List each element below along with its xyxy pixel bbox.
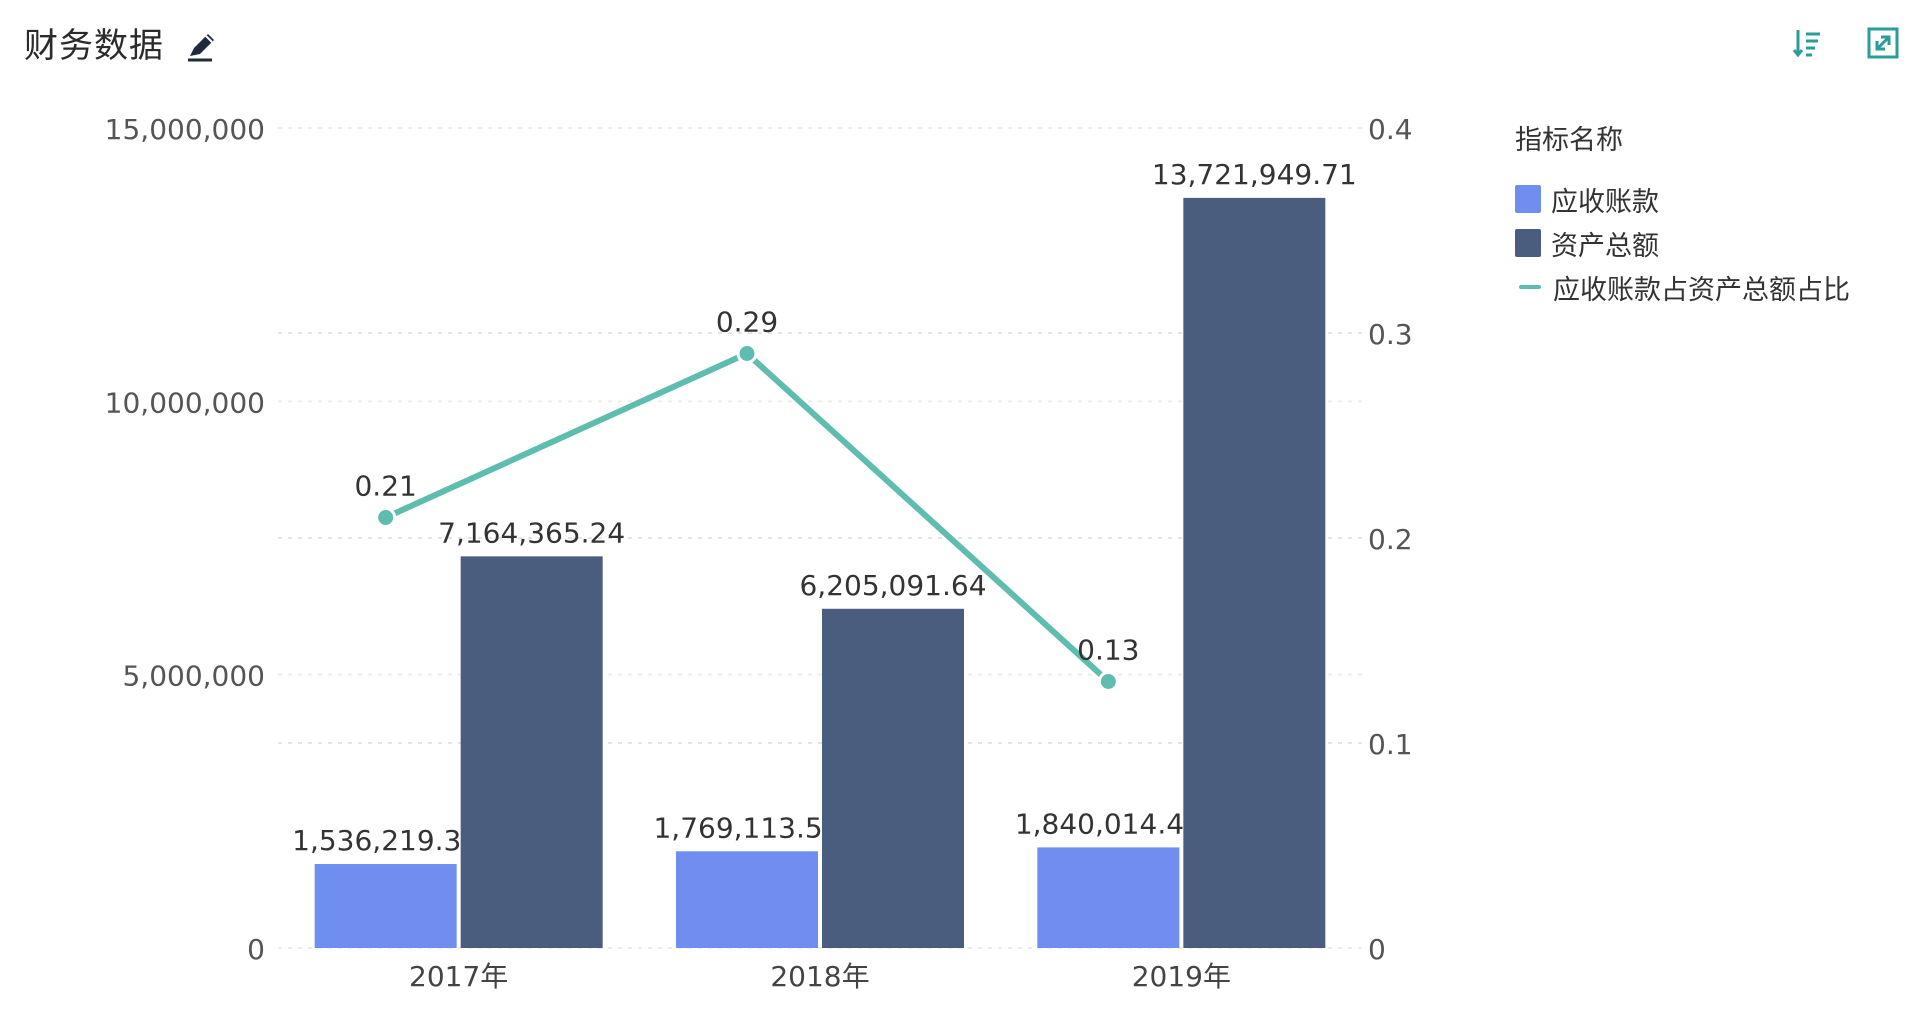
right-axis-tick-label: 0	[1368, 933, 1386, 966]
ratio-data-label: 0.13	[1077, 634, 1139, 667]
ratio-point	[736, 343, 758, 364]
legend-line	[1519, 285, 1541, 289]
right-axis-tick-label: 0.3	[1368, 318, 1413, 351]
right-axis-tick-label: 0.2	[1368, 523, 1413, 556]
bar-data-label: 7,164,365.24	[438, 516, 625, 549]
left-axis-tick-label: 5,000,000	[122, 660, 265, 693]
left-axis-tick-label: 0	[247, 933, 265, 966]
right-axis-tick-label: 0.4	[1368, 113, 1413, 146]
ratio-point	[1097, 671, 1119, 692]
chart-legend: 指标名称 应收账款 资产总额 应收账款占资产总额占比	[1515, 118, 1925, 309]
ratio-data-label: 0.21	[354, 470, 416, 503]
legend-swatch	[1515, 229, 1541, 257]
bar	[676, 851, 818, 948]
bar	[1183, 197, 1326, 948]
legend-item-receivables[interactable]: 应收账款	[1515, 177, 1925, 221]
bar-data-label: 1,769,113.57	[653, 811, 840, 844]
x-axis-tick-label: 2019年	[1132, 960, 1231, 993]
bar-data-label: 1,536,219.35	[292, 824, 479, 857]
legend-label: 应收账款占资产总额占比	[1553, 274, 1850, 306]
bar-data-label: 6,205,091.64	[799, 569, 986, 602]
sort-icon[interactable]	[1790, 24, 1828, 62]
x-axis-tick-label: 2018年	[770, 960, 869, 993]
legend-item-total-assets[interactable]: 资产总额	[1515, 221, 1925, 265]
bar	[314, 864, 457, 948]
bar	[1037, 847, 1180, 948]
chart-header: 财务数据	[0, 0, 1932, 90]
left-axis-tick-label: 10,000,000	[105, 386, 265, 419]
left-axis-tick-label: 15,000,000	[105, 113, 265, 146]
bar-data-label: 13,721,949.71	[1152, 158, 1357, 191]
ratio-data-label: 0.29	[716, 306, 778, 339]
right-axis-tick-label: 0.1	[1368, 728, 1413, 761]
edit-pen-icon[interactable]	[182, 26, 222, 66]
ratio-point	[375, 507, 397, 528]
bar-data-label: 1,840,014.49	[1015, 807, 1202, 840]
legend-label: 应收账款	[1551, 186, 1659, 218]
bar	[460, 556, 603, 948]
expand-icon[interactable]	[1864, 24, 1902, 62]
legend-swatch	[1515, 185, 1541, 213]
legend-title: 指标名称	[1515, 125, 1623, 156]
chart-title: 财务数据	[24, 26, 164, 66]
legend-item-ratio[interactable]: 应收账款占资产总额占比	[1515, 265, 1925, 309]
bar	[822, 608, 964, 948]
legend-label: 资产总额	[1551, 230, 1659, 262]
x-axis-tick-label: 2017年	[409, 960, 508, 993]
